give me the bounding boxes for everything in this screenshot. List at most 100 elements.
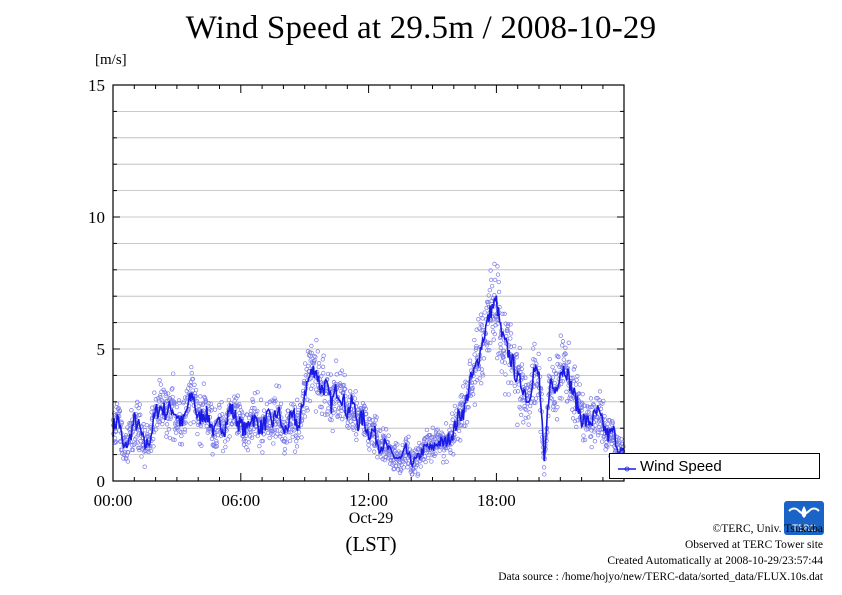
sample-point: [443, 421, 449, 426]
x-axis-label: (LST): [345, 532, 397, 556]
sample-point: [223, 444, 228, 450]
sample-point: [547, 356, 552, 362]
sample-point: [167, 395, 172, 401]
sample-point: [480, 316, 485, 321]
sample-point: [451, 439, 456, 444]
sample-point: [129, 408, 134, 413]
sample-point: [481, 356, 487, 361]
terc-logo: TERC: [784, 501, 824, 535]
sample-point: [586, 410, 592, 415]
sample-point: [479, 381, 484, 386]
sample-point: [495, 321, 500, 326]
sample-point: [401, 465, 406, 470]
sample-point: [568, 396, 574, 401]
sample-point: [306, 363, 311, 369]
sample-point: [352, 396, 358, 401]
sample-point: [515, 422, 520, 427]
sample-point: [589, 444, 594, 450]
sample-point: [208, 401, 213, 406]
sample-point: [202, 396, 208, 401]
sample-point: [170, 394, 175, 400]
sample-point: [268, 428, 274, 434]
sample-point: [532, 357, 538, 363]
sample-point: [514, 351, 520, 357]
sample-point: [342, 372, 347, 378]
sample-point: [220, 412, 225, 417]
sample-point: [193, 387, 199, 393]
sample-point: [563, 345, 568, 350]
sample-point: [556, 354, 561, 360]
sample-point: [380, 456, 385, 462]
sample-point: [313, 409, 319, 414]
sample-point: [222, 439, 228, 444]
sample-point: [199, 443, 204, 448]
sample-point: [112, 435, 118, 441]
sample-point: [579, 405, 584, 411]
sample-point: [429, 459, 434, 464]
sample-point: [135, 399, 140, 405]
sample-point: [470, 388, 475, 393]
sample-point: [184, 388, 189, 394]
sample-point: [321, 353, 326, 358]
sample-point: [496, 279, 501, 285]
sample-point: [495, 272, 501, 277]
sample-point: [610, 420, 615, 425]
x-axis-date-label: Oct-29: [348, 510, 394, 527]
sample-point: [394, 463, 399, 468]
sample-point: [315, 349, 320, 354]
sample-point: [431, 439, 436, 444]
sample-point: [573, 382, 579, 387]
sample-point: [316, 364, 321, 370]
sample-point: [423, 459, 428, 465]
y-tick-label: 5: [97, 340, 106, 359]
sample-point: [252, 390, 258, 396]
sample-point: [207, 429, 212, 434]
sample-point: [122, 452, 127, 457]
sample-point: [500, 311, 505, 317]
sample-point: [246, 440, 251, 445]
sample-point: [418, 464, 423, 469]
sample-point: [477, 376, 482, 381]
sample-point: [271, 398, 276, 403]
sample-point: [302, 378, 307, 384]
sample-point: [498, 341, 503, 347]
sample-point: [182, 429, 187, 435]
sample-point: [282, 439, 287, 444]
sample-point: [185, 386, 191, 391]
sample-point: [237, 401, 242, 407]
sample-point: [530, 363, 535, 368]
sample-point: [592, 427, 597, 432]
sample-point: [311, 359, 316, 364]
sample-point: [216, 432, 221, 438]
sample-point: [292, 405, 298, 410]
sample-point: [520, 376, 526, 381]
sample-point: [142, 464, 147, 469]
sample-point: [464, 420, 470, 425]
sample-point: [303, 373, 308, 378]
sample-point: [370, 418, 375, 423]
sample-point: [124, 456, 129, 461]
sample-point: [121, 456, 126, 461]
sample-point: [246, 415, 252, 421]
sample-point: [564, 389, 569, 394]
sample-point: [328, 372, 333, 377]
sample-point: [515, 389, 521, 394]
sample-point: [512, 389, 518, 394]
sample-point: [255, 433, 260, 439]
sample-point: [399, 462, 404, 468]
sample-point: [189, 364, 194, 370]
sample-point: [570, 376, 575, 381]
plot-frame: [112, 84, 625, 482]
sample-point: [560, 343, 565, 348]
sample-point: [203, 398, 209, 403]
sample-point: [476, 366, 482, 371]
sample-point: [466, 405, 471, 410]
sample-point: [572, 364, 577, 369]
sample-point: [291, 428, 297, 433]
sample-point: [255, 408, 260, 414]
sample-point: [555, 404, 560, 410]
sample-point: [292, 449, 298, 454]
sample-point: [503, 321, 508, 326]
sample-point: [255, 389, 260, 395]
